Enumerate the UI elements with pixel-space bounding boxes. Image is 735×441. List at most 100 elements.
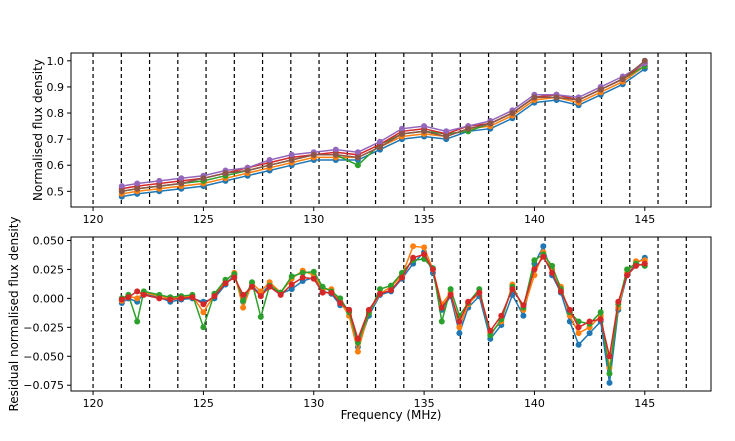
bottom-series-3-point-18	[299, 274, 306, 281]
bottom-series-3-point-6	[178, 295, 185, 302]
top-series-5-point-20	[553, 94, 560, 101]
bottom-series-2-point-8	[200, 324, 207, 331]
bottom-series-2-point-19	[310, 268, 317, 275]
bottom-series-1-point-46	[575, 330, 582, 337]
bottom-series-2-point-22	[337, 295, 344, 302]
bottom-series-3-point-3	[140, 291, 147, 298]
bottom-y-axis-label: Residual normalised flux density	[7, 216, 21, 411]
top-series-4-point-8	[288, 151, 295, 158]
top-ytick-label-1: 0.6	[47, 159, 65, 172]
bottom-series-3-point-39	[509, 286, 516, 293]
bottom-series-2-point-27	[388, 282, 394, 289]
bottom-xtick-label-4: 140	[524, 397, 545, 410]
top-series-4-point-2	[156, 177, 163, 184]
bottom-series-3-point-15	[266, 283, 273, 290]
top-series-4-point-15	[443, 128, 450, 135]
bottom-xtick-label-3: 135	[414, 397, 435, 410]
bottom-series-3-point-42	[540, 253, 547, 260]
bottom-series-0-point-46	[575, 341, 582, 348]
top-panel: 120 125 130 135 140 145 0.5 0.6 0.7 0.8 0.9 1.0 No…	[31, 52, 712, 226]
top-series-5-point-14	[421, 128, 428, 135]
bottom-vlines	[92, 237, 687, 391]
bottom-series-3-point-8	[200, 301, 207, 308]
top-axes-frame	[70, 52, 712, 208]
top-series-5-point-17	[487, 120, 494, 127]
bottom-series-1-point-30	[421, 244, 428, 251]
bottom-series-2-point-33	[447, 286, 454, 293]
top-series-5-point-19	[531, 94, 538, 101]
bottom-series-2-point-37	[487, 332, 494, 339]
top-series-5-point-16	[465, 125, 472, 132]
top-series-5-point-15	[443, 133, 450, 140]
bottom-series-0-point-40	[520, 312, 527, 319]
top-series-4-point-14	[421, 123, 428, 130]
bottom-series-3-point-44	[557, 288, 564, 295]
bottom-series-0-point-17	[288, 286, 295, 293]
bottom-xtick-label-5: 145	[634, 397, 655, 410]
bottom-series-3-point-31	[429, 266, 436, 273]
bottom-series-1-point-24	[354, 348, 361, 355]
top-xtick-label-4: 140	[524, 213, 545, 226]
bottom-series-3-point-16	[277, 291, 284, 298]
bottom-ytick-label-3: −0.025	[23, 321, 64, 334]
top-series-5-point-11	[354, 154, 361, 161]
bottom-series-3-point-19	[310, 275, 317, 282]
bottom-series-3-point-26	[377, 290, 383, 297]
top-series-5-point-5	[222, 170, 229, 177]
top-series-4-point-10	[332, 146, 339, 153]
bottom-series-3-point-17	[288, 281, 295, 288]
bottom-series-2-point-13	[249, 279, 255, 286]
bottom-series-3-point-32	[438, 304, 445, 311]
bottom-series-1-point-2	[134, 295, 141, 302]
top-y-axis-label: Normalised flux density	[31, 59, 45, 201]
bottom-xtick-label-1: 125	[193, 397, 214, 410]
bottom-series-3-point-12	[240, 291, 247, 298]
bottom-series-3-point-47	[586, 318, 593, 325]
bottom-series-1-point-34	[456, 324, 463, 331]
bottom-ytick-label-0: 0.050	[33, 234, 65, 247]
bottom-series-3-point-11	[231, 274, 238, 281]
top-series-5-point-6	[244, 167, 251, 174]
top-xtick-label-5: 145	[634, 213, 655, 226]
bottom-series-2-point-48	[597, 309, 604, 316]
top-series-5-point-12	[377, 144, 383, 150]
bottom-series-2-point-12	[240, 297, 247, 304]
top-series-4-point-0	[118, 183, 125, 190]
top-xtick-label-1: 125	[193, 213, 214, 226]
bottom-series-0-line	[121, 244, 646, 384]
top-series-4-point-7	[266, 157, 273, 163]
bottom-series-3-point-37	[487, 327, 494, 334]
bottom-series-3-point-14	[257, 293, 264, 300]
bottom-series-2-point-32	[438, 318, 445, 325]
bottom-series-3-point-4	[156, 295, 163, 302]
bottom-y-ticks: 0.050 0.025 0.000 −0.025 −0.050 −0.075	[23, 234, 71, 392]
bottom-series-0-point-47	[586, 330, 593, 337]
bottom-series-2-point-43	[549, 262, 556, 269]
bottom-series-2-point-41	[531, 257, 538, 264]
top-xtick-label-2: 130	[303, 213, 324, 226]
bottom-series-3-point-30	[421, 251, 428, 258]
bottom-series-3-point-5	[167, 296, 174, 303]
top-series-5-point-3	[178, 180, 185, 187]
bottom-series-3-point-46	[575, 324, 582, 331]
bottom-series-3-point-21	[328, 289, 335, 296]
top-series-4-line	[121, 62, 646, 187]
top-series	[118, 57, 648, 200]
bottom-series-3-point-22	[337, 300, 344, 306]
bottom-panel: 120 125 130 135 140 145 0.050 0.025 0.000 −0.025…	[7, 216, 712, 422]
top-series-5-point-8	[288, 157, 295, 163]
bottom-series-2-point-18	[299, 269, 306, 276]
bottom-series-3-point-45	[566, 306, 573, 313]
top-ytick-label-5: 1.0	[47, 55, 65, 68]
bottom-series-1-point-8	[200, 309, 207, 316]
bottom-series-1-line	[121, 245, 645, 368]
top-series-5-point-18	[509, 110, 516, 116]
top-series-4-point-12	[377, 138, 383, 145]
top-series-4-point-1	[134, 180, 141, 187]
bottom-series-2-point-14	[257, 313, 264, 320]
top-x-ticks: 120 125 130 135 140 145	[83, 207, 655, 226]
bottom-series-3-point-36	[476, 289, 483, 296]
top-series-3-line	[121, 62, 646, 190]
bottom-x-ticks: 120 125 130 135 140 145	[83, 391, 655, 410]
top-ytick-label-4: 0.9	[47, 81, 65, 94]
